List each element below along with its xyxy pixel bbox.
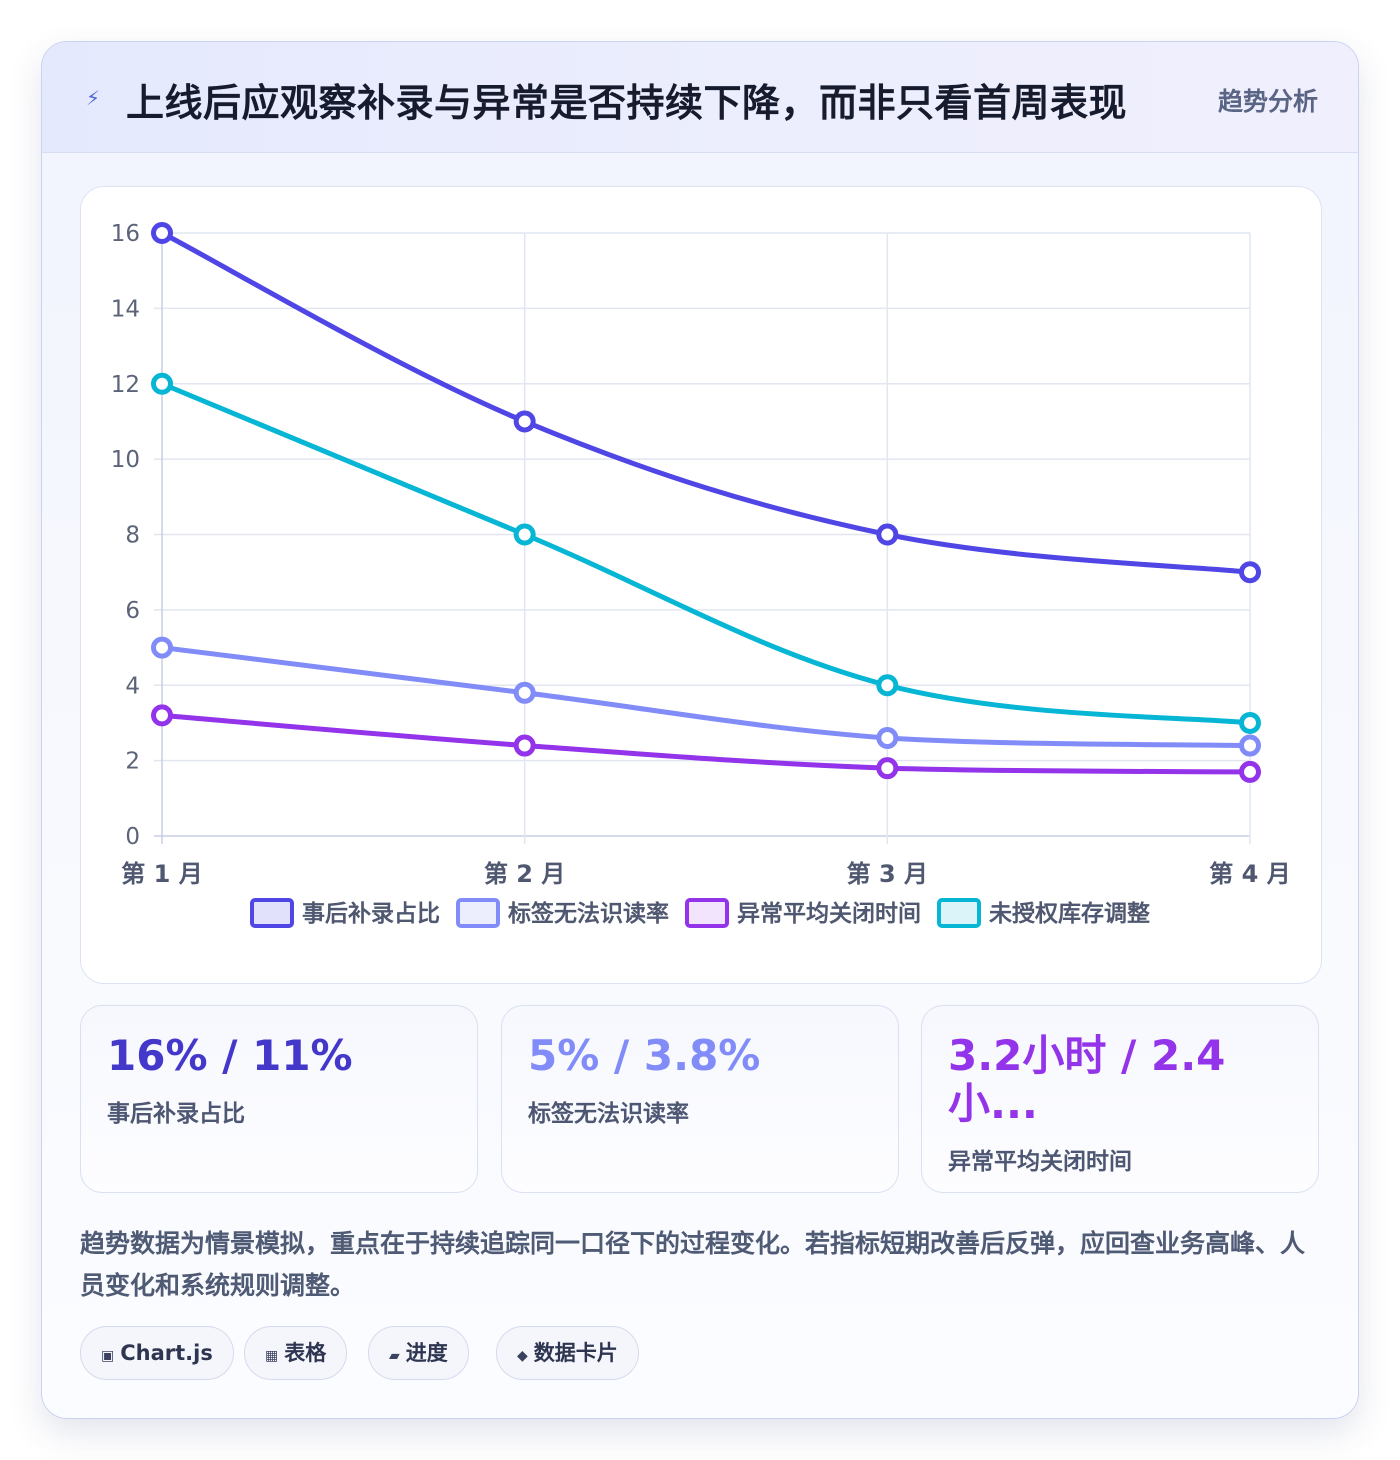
data-point <box>513 523 536 546</box>
data-point <box>513 681 536 704</box>
series-line <box>159 712 1253 775</box>
stat-card-backfill: 16% / 11% 事后补录占比 <box>80 1005 478 1193</box>
data-point <box>1239 711 1261 734</box>
stat-label: 异常平均关闭时间 <box>948 1149 1132 1175</box>
series-line <box>159 230 1253 575</box>
data-point <box>151 636 173 659</box>
data-point <box>1239 734 1261 757</box>
y-tick-label: 4 <box>125 673 140 699</box>
x-tick-label: 第 3 月 <box>847 860 928 888</box>
series-line <box>159 645 1253 749</box>
legend-swatch <box>685 898 729 928</box>
chip-label: Chart.js <box>120 1341 213 1365</box>
legend-swatch <box>937 898 981 928</box>
trend-card: ⚡ 上线后应观察补录与异常是否持续下降，而非只看首周表现 趋势分析 0 2 4 6 8 1… <box>41 41 1359 1419</box>
data-point <box>151 372 173 395</box>
legend-label: 未授权库存调整 <box>989 900 1150 927</box>
y-tick-label: 8 <box>125 523 140 549</box>
legend-swatch <box>456 898 500 928</box>
legend-label: 异常平均关闭时间 <box>737 900 921 927</box>
data-point <box>876 523 899 546</box>
table-icon: ▦ <box>265 1348 279 1364</box>
series-line <box>159 381 1253 726</box>
x-tick-label: 第 4 月 <box>1209 860 1290 888</box>
data-point <box>876 727 899 750</box>
card-title: 上线后应观察补录与异常是否持续下降，而非只看首周表现 <box>126 81 1128 125</box>
x-tick-label: 第 2 月 <box>484 860 565 888</box>
chip-label: 表格 <box>284 1341 327 1365</box>
data-point <box>876 757 899 780</box>
data-point <box>513 734 536 757</box>
stat-card-label-unreadable: 5% / 3.8% 标签无法识读率 <box>501 1005 899 1193</box>
data-point <box>1239 760 1261 783</box>
chip-chartjs[interactable]: ▣ Chart.js <box>80 1326 234 1380</box>
stat-label: 标签无法识读率 <box>528 1101 689 1127</box>
y-tick-label: 6 <box>125 598 140 624</box>
y-tick-label: 16 <box>111 221 140 247</box>
y-tick-label: 14 <box>111 296 140 322</box>
chip-table[interactable]: ▦ 表格 <box>244 1326 348 1380</box>
card-header: ⚡ 上线后应观察补录与异常是否持续下降，而非只看首周表现 趋势分析 <box>42 42 1358 153</box>
stat-value: 16% / 11% <box>107 1031 353 1080</box>
y-tick-label: 0 <box>125 824 140 850</box>
diamond-icon: ◆ <box>517 1348 528 1364</box>
chart-panel: 0 2 4 6 8 10 12 14 16 第 1 月 第 2 月 第 3 月 第 4 月事后补录占比 标… <box>80 186 1322 984</box>
legend-label: 事后补录占比 <box>302 901 440 927</box>
stat-label: 事后补录占比 <box>107 1101 245 1127</box>
data-point <box>151 704 173 727</box>
data-point <box>151 222 173 244</box>
chip-label: 进度 <box>405 1341 448 1365</box>
x-tick-label: 第 1 月 <box>121 860 202 888</box>
header-tag: 趋势分析 <box>1217 87 1318 116</box>
chip-data-card[interactable]: ◆ 数据卡片 <box>496 1326 639 1380</box>
data-point <box>1239 561 1261 584</box>
legend-swatch <box>250 898 294 928</box>
progress-icon: ▰ <box>389 1348 400 1364</box>
chip-progress[interactable]: ▰ 进度 <box>368 1326 469 1380</box>
y-tick-label: 12 <box>111 372 140 398</box>
y-tick-label: 2 <box>125 749 140 775</box>
stat-value: 3.2小时 / 2.4 小... <box>948 1031 1226 1128</box>
legend-label: 标签无法识读率 <box>508 900 669 927</box>
chart-description: 趋势数据为情景模拟，重点在于持续追踪同一口径下的过程变化。若指标短期改善后反弹，… <box>80 1229 1306 1300</box>
chart-icon: ▣ <box>101 1348 115 1364</box>
chip-label: 数据卡片 <box>533 1341 618 1365</box>
data-point <box>513 410 536 433</box>
y-tick-label: 10 <box>111 447 140 473</box>
stat-card-exception-close: 3.2小时 / 2.4 小... 异常平均关闭时间 <box>921 1005 1319 1193</box>
stat-value: 5% / 3.8% <box>528 1031 761 1080</box>
lightning-bolt-icon: ⚡ <box>85 86 101 110</box>
data-point <box>876 674 899 697</box>
